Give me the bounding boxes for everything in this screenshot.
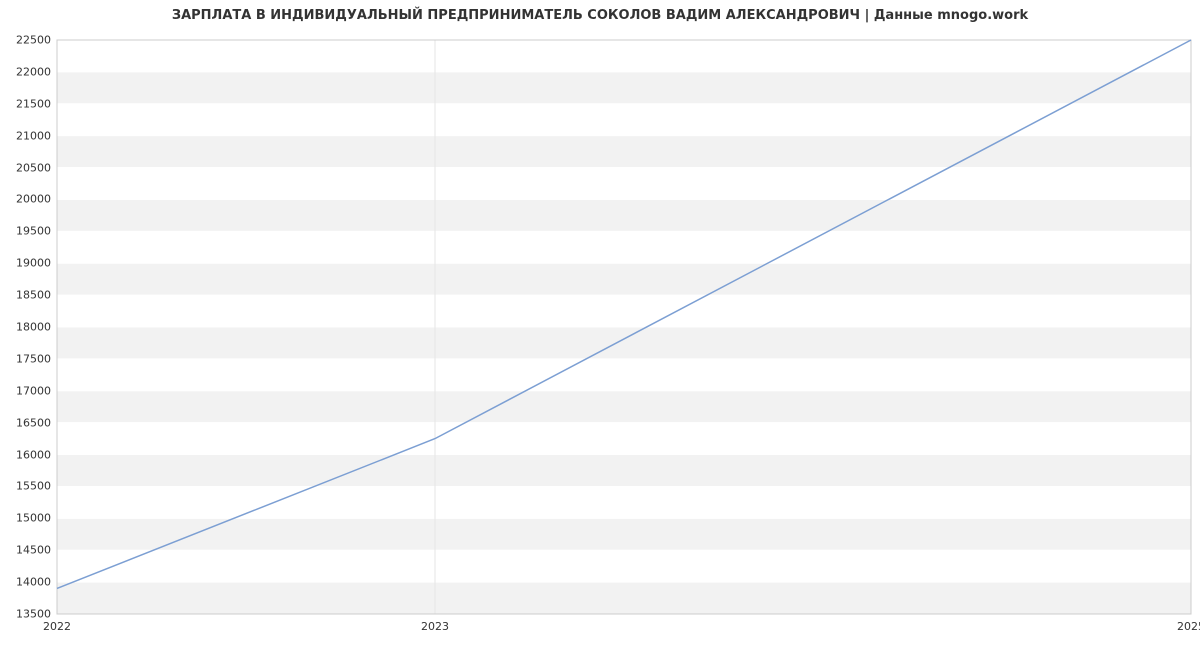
y-tick-label: 21500 — [16, 97, 51, 110]
y-tick-label: 16000 — [16, 448, 51, 461]
chart-title: ЗАРПЛАТА В ИНДИВИДУАЛЬНЫЙ ПРЕДПРИНИМАТЕЛ… — [0, 8, 1200, 23]
y-tick-label: 17000 — [16, 384, 51, 397]
y-tick-label: 17500 — [16, 352, 51, 365]
y-tick-label: 14000 — [16, 576, 51, 589]
plot-area: 1350014000145001500015500160001650017000… — [57, 40, 1191, 614]
y-tick-label: 18000 — [16, 321, 51, 334]
y-tick-label: 21000 — [16, 129, 51, 142]
y-tick-label: 13500 — [16, 608, 51, 621]
y-tick-label: 20000 — [16, 193, 51, 206]
y-tick-label: 19500 — [16, 225, 51, 238]
salary-line-chart: ЗАРПЛАТА В ИНДИВИДУАЛЬНЫЙ ПРЕДПРИНИМАТЕЛ… — [0, 0, 1200, 650]
x-tick-label: 2023 — [421, 620, 449, 633]
y-tick-label: 16500 — [16, 416, 51, 429]
x-tick-label: 2025 — [1177, 620, 1200, 633]
chart-svg — [57, 40, 1191, 614]
y-tick-label: 15500 — [16, 480, 51, 493]
y-tick-label: 14500 — [16, 544, 51, 557]
y-tick-label: 22000 — [16, 65, 51, 78]
y-tick-label: 15000 — [16, 512, 51, 525]
y-tick-label: 18500 — [16, 289, 51, 302]
y-tick-label: 19000 — [16, 257, 51, 270]
x-tick-label: 2022 — [43, 620, 71, 633]
y-tick-label: 22500 — [16, 34, 51, 47]
y-tick-label: 20500 — [16, 161, 51, 174]
